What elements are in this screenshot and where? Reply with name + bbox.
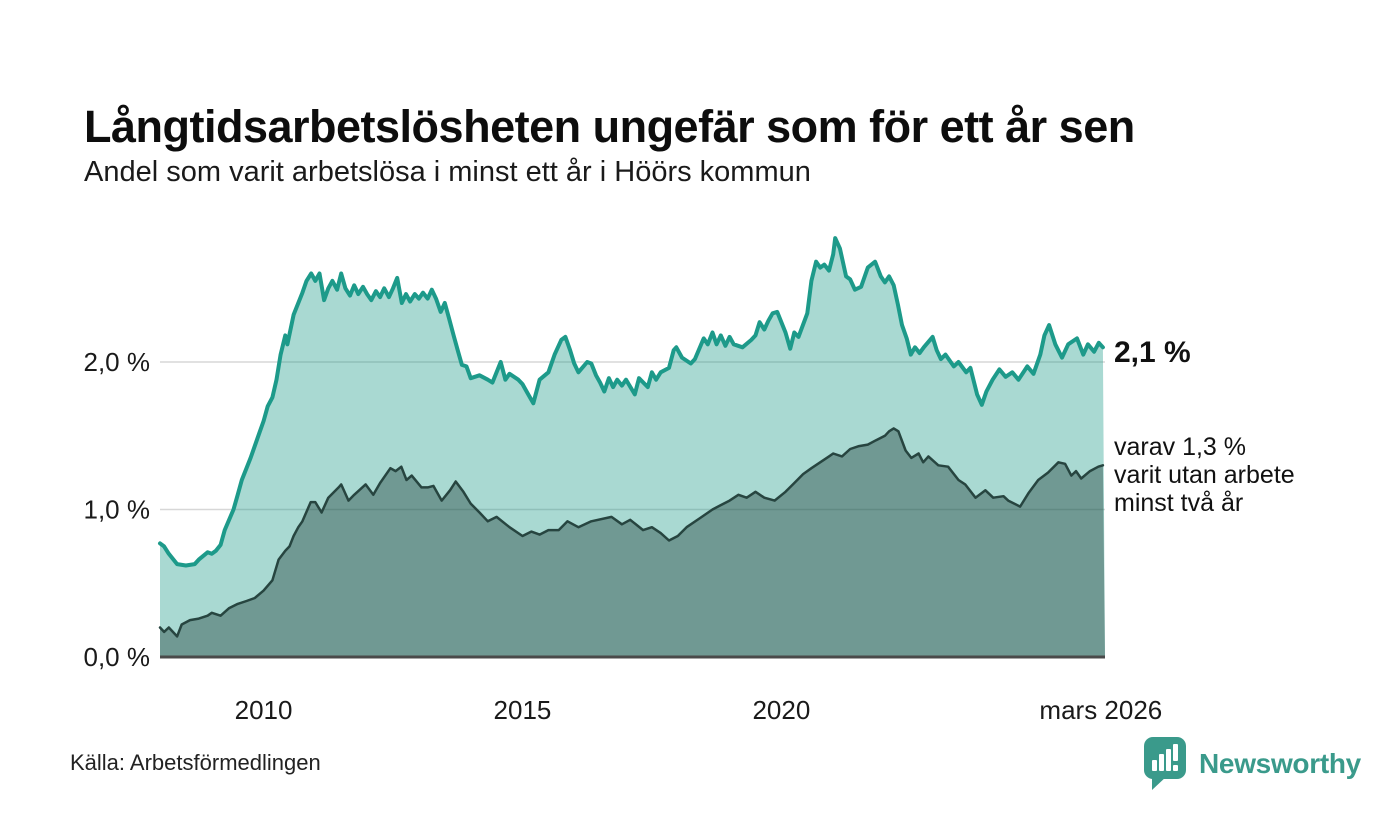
y-tick-label: 0,0 %	[84, 642, 151, 672]
x-tick-label: mars 2026	[1039, 695, 1162, 725]
y-tick-label: 1,0 %	[84, 495, 151, 525]
area-1.3	[160, 428, 1105, 657]
series-line	[158, 236, 1105, 568]
secondary-value-annotation: varav 1,3 % varit utan arbete minst två …	[1114, 433, 1295, 517]
secondary-annotation-line2: varit utan arbete	[1114, 461, 1295, 489]
x-tick-label: 2015	[494, 695, 552, 725]
newsworthy-logo-icon	[1144, 737, 1186, 790]
secondary-annotation-line1: varav 1,3 %	[1114, 433, 1247, 461]
latest-value-annotation: 2,1 %	[1114, 336, 1191, 369]
page-subtitle: Andel som varit arbetslösa i minst ett å…	[84, 156, 811, 188]
area-2.1	[160, 238, 1105, 657]
secondary-annotation-line3: minst två år	[1114, 489, 1244, 517]
y-tick-label: 2,0 %	[84, 347, 151, 377]
source-attribution: Källa: Arbetsförmedlingen	[70, 750, 321, 775]
newsworthy-brand-text: Newsworthy	[1199, 748, 1361, 779]
x-tick-label: 2010	[235, 695, 293, 725]
newsworthy-brand: Newsworthy	[1143, 736, 1361, 792]
x-tick-label: 2020	[752, 695, 810, 725]
page-title: Långtidsarbetslösheten ungefär som för e…	[84, 101, 1135, 153]
series-line	[158, 427, 1105, 638]
